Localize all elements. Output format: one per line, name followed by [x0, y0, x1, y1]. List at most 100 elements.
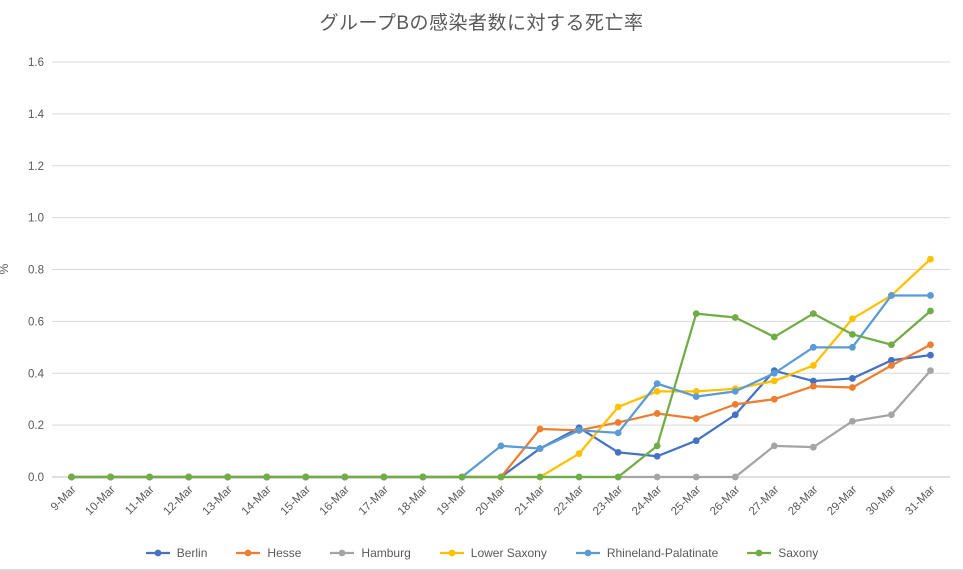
x-axis-tick-label: 29-Mar: [825, 484, 859, 518]
data-point-rhineland-palatinate: [536, 445, 544, 452]
legend-key-icon: [575, 549, 600, 557]
data-point-saxony: [341, 473, 349, 481]
x-axis-tick-label: 11-Mar: [123, 484, 157, 518]
data-point-rhineland-palatinate: [927, 292, 934, 299]
data-point-rhineland-palatinate: [575, 426, 583, 434]
legend-label: Rhineland-Palatinate: [606, 546, 719, 560]
data-point-saxony: [809, 310, 817, 317]
legend-item-hesse: Hesse: [235, 546, 301, 560]
x-axis-tick-label: 9-Mar: [49, 484, 79, 514]
x-axis-tick-label: 30-Mar: [864, 484, 898, 518]
data-point-saxony: [575, 473, 583, 481]
x-axis-tick-label: 24-Mar: [630, 484, 664, 518]
data-point-hesse: [927, 341, 934, 349]
x-axis-tick-label: 15-Mar: [279, 484, 313, 518]
data-point-hesse: [770, 395, 778, 403]
data-point-saxony: [458, 473, 466, 481]
y-axis-tick-label: 1.0: [28, 213, 44, 225]
data-point-hesse: [809, 382, 817, 390]
legend-key-icon: [145, 549, 170, 557]
data-point-rhineland-palatinate: [809, 343, 817, 351]
data-point-berlin: [653, 452, 661, 460]
data-point-lower-saxony: [692, 388, 700, 395]
legend-label: Hesse: [267, 546, 302, 560]
data-point-hesse: [731, 400, 739, 408]
x-axis-tick-label: 26-Mar: [708, 484, 742, 518]
x-axis-tick-label: 23-Mar: [591, 484, 625, 518]
x-axis-tick-label: 16-Mar: [318, 484, 352, 518]
data-point-rhineland-palatinate: [848, 343, 856, 351]
x-axis-tick-label: 13-Mar: [201, 484, 235, 518]
data-point-hesse: [848, 384, 856, 391]
legend-key-icon: [747, 549, 772, 557]
y-axis-tick-label: 0.6: [28, 316, 44, 328]
data-point-lower-saxony: [809, 362, 817, 369]
y-axis-tick-label: 1.2: [28, 161, 44, 173]
data-point-lower-saxony: [653, 388, 661, 395]
y-axis-tick-label: 1.4: [28, 109, 45, 121]
x-axis-tick-label: 22-Mar: [552, 484, 586, 518]
data-point-saxony: [380, 473, 388, 481]
data-point-saxony: [185, 473, 193, 481]
data-point-saxony: [888, 341, 895, 349]
data-point-hamburg: [770, 442, 778, 450]
series-line-rhineland-palatinate: [70, 294, 932, 479]
series-line-hesse: [70, 343, 932, 479]
legend-label: Saxony: [778, 546, 819, 560]
data-point-rhineland-palatinate: [692, 393, 700, 400]
data-point-berlin: [888, 356, 895, 364]
x-axis-tick-label: 20-Mar: [474, 484, 508, 518]
x-axis-tick-label: 31-Mar: [903, 484, 937, 518]
legend-item-berlin: Berlin: [145, 546, 208, 560]
data-point-rhineland-palatinate: [653, 380, 661, 388]
data-point-hamburg: [927, 367, 934, 375]
data-point-rhineland-palatinate: [731, 388, 739, 395]
series-line-saxony: [70, 309, 932, 479]
y-axis-title: %: [0, 249, 11, 289]
x-axis-tick-label: 27-Mar: [747, 484, 781, 518]
x-axis-tick-label: 19-Mar: [435, 484, 469, 518]
data-point-saxony: [653, 442, 661, 450]
data-point-hamburg: [692, 473, 700, 481]
data-point-saxony: [731, 314, 739, 321]
data-point-saxony: [68, 473, 75, 481]
legend-label: Lower Saxony: [470, 546, 547, 560]
x-axis-tick-label: 10-Mar: [83, 484, 117, 518]
data-point-rhineland-palatinate: [497, 442, 505, 450]
data-point-saxony: [107, 473, 114, 481]
legend: Berlin Hesse Hamburg Lower Saxony Rhineland-…: [0, 546, 963, 560]
data-point-rhineland-palatinate: [770, 369, 778, 377]
legend-label: Hamburg: [361, 546, 411, 560]
data-point-hamburg: [848, 417, 856, 425]
y-axis-tick-label: 0.2: [28, 420, 44, 432]
data-point-lower-saxony: [575, 450, 583, 458]
data-point-rhineland-palatinate: [614, 429, 622, 437]
data-point-saxony: [419, 473, 427, 481]
legend-key-icon: [236, 549, 261, 557]
series-line-hamburg: [70, 369, 932, 479]
y-axis-tick-label: 0.0: [28, 472, 44, 484]
data-point-saxony: [927, 307, 934, 315]
x-axis-tick-label: 17-Mar: [357, 484, 391, 518]
data-point-hesse: [536, 425, 544, 433]
data-point-saxony: [848, 330, 856, 338]
x-axis-tick-label: 12-Mar: [162, 484, 196, 518]
data-point-hamburg: [653, 473, 661, 481]
legend-key-icon: [439, 549, 464, 557]
data-point-saxony: [536, 473, 544, 481]
legend-key-icon: [330, 549, 355, 557]
x-axis-tick-label: 25-Mar: [669, 484, 703, 518]
data-point-saxony: [224, 473, 232, 481]
data-point-rhineland-palatinate: [888, 292, 895, 299]
data-point-saxony: [497, 473, 505, 481]
x-axis-tick-label: 14-Mar: [240, 484, 274, 518]
data-point-lower-saxony: [614, 403, 622, 411]
legend-item-rhineland-palatinate: Rhineland-Palatinate: [575, 546, 718, 560]
legend-label: Berlin: [176, 546, 208, 560]
data-point-hamburg: [731, 473, 739, 481]
x-axis-tick-label: 18-Mar: [396, 484, 430, 518]
data-point-berlin: [692, 437, 700, 445]
legend-item-lower-saxony: Lower Saxony: [439, 546, 547, 560]
